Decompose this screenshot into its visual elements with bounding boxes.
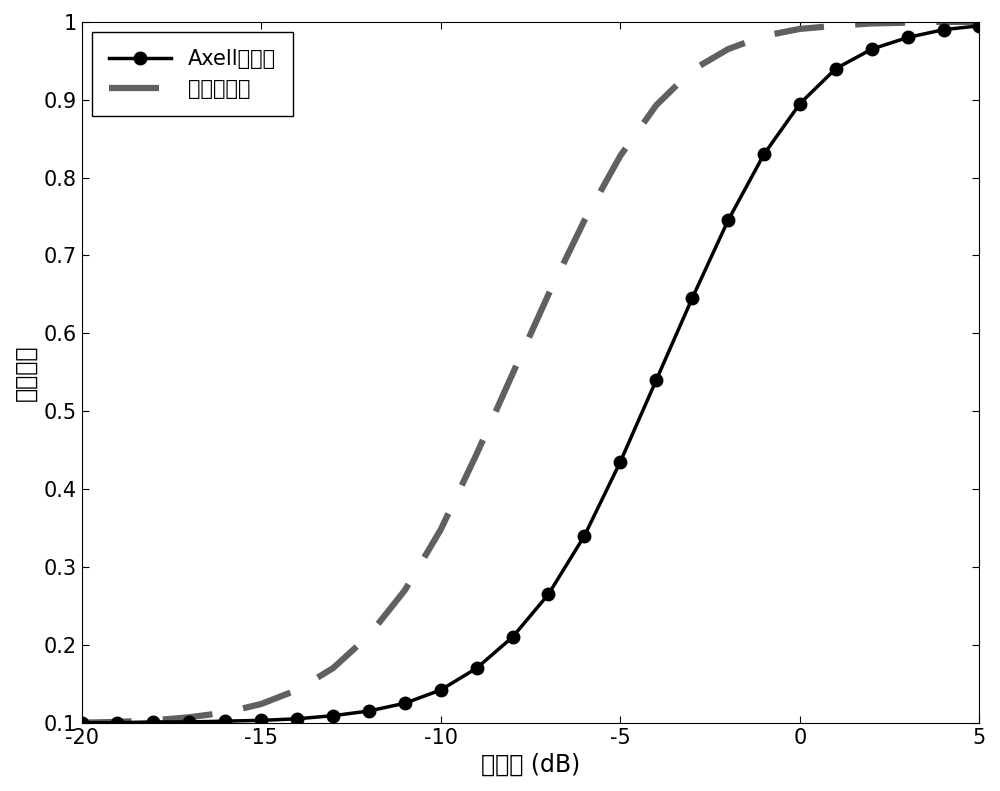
Axell的方法	[794, 99, 806, 108]
Axell的方法	[686, 293, 698, 303]
本发明方法	[507, 369, 519, 379]
本发明方法	[758, 31, 770, 40]
Axell的方法	[902, 32, 914, 42]
本发明方法	[650, 100, 662, 110]
本发明方法	[147, 716, 159, 725]
Axell的方法	[327, 711, 339, 721]
本发明方法	[938, 17, 950, 27]
本发明方法	[614, 151, 626, 161]
本发明方法	[686, 66, 698, 75]
本发明方法	[902, 18, 914, 28]
本发明方法	[542, 290, 554, 299]
Axell的方法	[973, 21, 985, 31]
Axell的方法	[255, 716, 267, 725]
本发明方法	[435, 525, 447, 535]
本发明方法	[363, 630, 375, 640]
Axell的方法	[650, 376, 662, 385]
Axell的方法	[722, 216, 734, 225]
本发明方法	[111, 717, 123, 727]
Axell的方法	[471, 664, 483, 673]
Axell的方法	[830, 64, 842, 74]
Axell的方法	[542, 589, 554, 599]
X-axis label: 信噪比 (dB): 信噪比 (dB)	[481, 753, 580, 777]
本发明方法	[327, 664, 339, 673]
本发明方法	[399, 585, 411, 595]
Axell的方法	[938, 25, 950, 35]
Axell的方法	[399, 698, 411, 708]
本发明方法	[830, 21, 842, 31]
Axell的方法	[219, 717, 231, 726]
本发明方法	[471, 449, 483, 459]
Axell的方法	[291, 714, 303, 724]
本发明方法	[76, 718, 88, 728]
本发明方法	[973, 17, 985, 27]
本发明方法	[722, 44, 734, 54]
Axell的方法	[866, 44, 878, 54]
Axell的方法	[435, 685, 447, 694]
本发明方法	[794, 25, 806, 34]
本发明方法	[291, 685, 303, 694]
Axell的方法	[578, 531, 590, 540]
Axell的方法	[507, 632, 519, 642]
本发明方法	[866, 19, 878, 28]
Axell的方法	[758, 149, 770, 159]
Axell的方法	[183, 717, 195, 727]
Axell的方法	[363, 706, 375, 716]
Axell的方法	[614, 457, 626, 467]
Line: 本发明方法: 本发明方法	[82, 22, 979, 723]
Axell的方法	[76, 718, 88, 728]
本发明方法	[183, 713, 195, 722]
Axell的方法	[111, 718, 123, 728]
本发明方法	[255, 699, 267, 709]
本发明方法	[578, 216, 590, 225]
Axell的方法	[147, 717, 159, 727]
本发明方法	[219, 708, 231, 717]
Line: Axell的方法: Axell的方法	[75, 20, 986, 729]
Legend: Axell的方法, 本发明方法: Axell的方法, 本发明方法	[92, 32, 293, 116]
Y-axis label: 检测概率: 检测概率	[14, 344, 38, 400]
